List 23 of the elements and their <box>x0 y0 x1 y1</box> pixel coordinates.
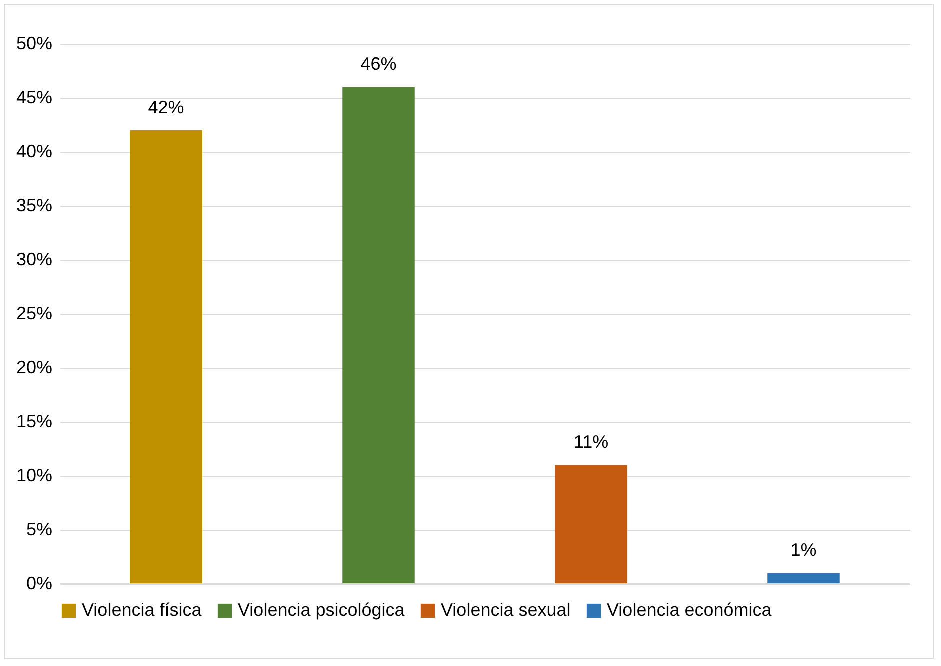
y-tick-label: 35% <box>16 196 52 216</box>
bar <box>555 465 628 584</box>
data-label: 11% <box>574 432 609 452</box>
data-label: 42% <box>148 97 184 118</box>
y-tick-label: 5% <box>26 520 52 540</box>
legend-label: Violencia sexual <box>441 600 571 620</box>
y-tick-label: 30% <box>16 250 52 270</box>
y-tick-label: 20% <box>16 358 52 378</box>
legend-label: Violencia psicológica <box>238 600 406 620</box>
legend-label: Violencia física <box>82 600 203 620</box>
legend-label: Violencia económica <box>607 600 773 620</box>
data-label: 46% <box>360 54 397 74</box>
bar <box>768 573 840 584</box>
y-tick-label: 0% <box>26 574 52 594</box>
y-tick-label: 15% <box>16 412 52 432</box>
y-tick-label: 10% <box>16 466 52 486</box>
y-tick-label: 25% <box>16 304 52 324</box>
y-tick-label: 40% <box>16 142 52 162</box>
bar <box>130 130 202 584</box>
data-label: 1% <box>790 540 817 560</box>
y-tick-label: 45% <box>16 88 52 108</box>
y-tick-label: 50% <box>16 34 52 54</box>
bar <box>342 87 415 584</box>
